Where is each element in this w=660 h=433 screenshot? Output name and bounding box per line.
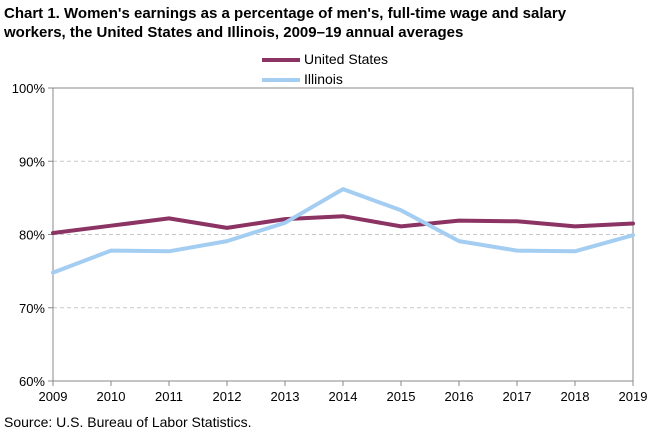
x-tick-label-2018: 2018 — [561, 389, 590, 404]
x-tick-label-2015: 2015 — [387, 389, 416, 404]
x-tick-label-2012: 2012 — [213, 389, 242, 404]
legend-item-united-states: United States — [262, 49, 388, 69]
series-line-united-states — [51, 214, 635, 235]
legend-swatch-united-states — [262, 58, 300, 62]
y-tick-label-80: 80% — [19, 228, 45, 243]
y-tick-label-100: 100% — [12, 81, 46, 96]
chart-title: Chart 1. Women's earnings as a percentag… — [4, 4, 654, 42]
x-tick-label-2010: 2010 — [97, 389, 126, 404]
legend-label-united-states: United States — [304, 51, 389, 67]
source-note: Source: U.S. Bureau of Labor Statistics. — [4, 414, 252, 430]
x-tick-label-2011: 2011 — [155, 389, 183, 404]
legend-item-illinois: Illinois — [262, 69, 388, 89]
chart-title-line-1: Chart 1. Women's earnings as a percentag… — [4, 5, 567, 22]
x-tick-label-2014: 2014 — [329, 389, 358, 404]
x-tick-label-2019: 2019 — [619, 389, 648, 404]
y-tick-label-90: 90% — [19, 154, 45, 169]
y-tick-label-70: 70% — [19, 301, 45, 316]
legend-swatch-illinois — [262, 78, 300, 82]
x-tick-label-2017: 2017 — [503, 389, 532, 404]
x-tick-label-2013: 2013 — [271, 389, 300, 404]
series-line-illinois — [51, 187, 635, 275]
legend: United States Illinois — [262, 49, 388, 89]
x-tick-label-2009: 2009 — [39, 389, 68, 404]
legend-label-illinois: Illinois — [304, 71, 343, 87]
y-tick-label-60: 60% — [19, 374, 45, 389]
chart-title-line-2: workers, the United States and Illinois,… — [4, 24, 464, 41]
x-tick-label-2016: 2016 — [445, 389, 474, 404]
